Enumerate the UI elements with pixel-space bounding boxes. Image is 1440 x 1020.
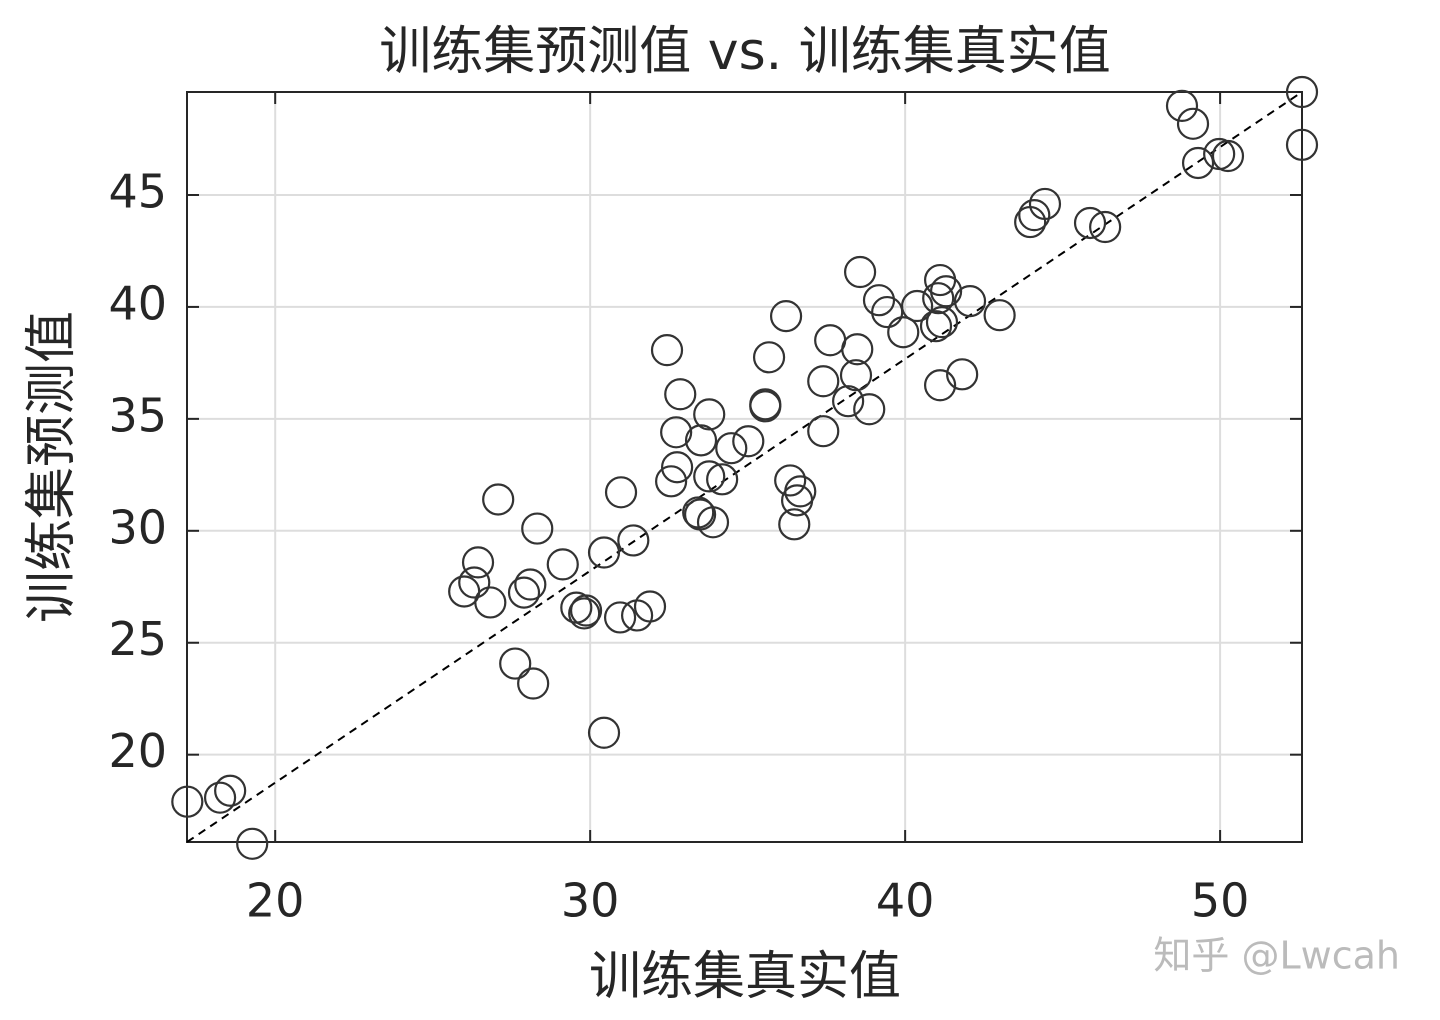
y-tick-label: 40	[108, 276, 167, 330]
y-tick-label: 35	[108, 388, 167, 442]
point	[660, 416, 693, 449]
point	[781, 484, 814, 517]
point	[1014, 205, 1047, 239]
x-tick-label: 20	[246, 874, 305, 928]
point	[901, 289, 934, 323]
point	[1176, 107, 1210, 140]
point	[832, 385, 865, 418]
y-axis-label: 训练集预测值	[22, 311, 82, 623]
point	[507, 576, 541, 609]
point	[922, 282, 955, 315]
point	[1285, 75, 1319, 109]
point	[693, 460, 726, 493]
point	[655, 465, 688, 498]
point	[620, 599, 654, 632]
point	[774, 464, 807, 497]
point	[693, 398, 726, 431]
y-tick-label: 25	[108, 612, 167, 666]
point	[853, 393, 886, 426]
point	[706, 463, 739, 496]
point	[461, 546, 495, 579]
point	[214, 774, 247, 807]
point	[517, 667, 550, 700]
point	[749, 388, 782, 421]
chart-title: 训练集预测值 vs. 训练集真实值	[379, 22, 1110, 82]
point	[769, 300, 803, 333]
point	[1165, 89, 1199, 122]
point	[843, 255, 877, 289]
point	[1073, 206, 1107, 240]
point	[1018, 199, 1051, 232]
x-tick-label: 30	[561, 874, 620, 928]
point	[807, 415, 840, 448]
point	[171, 785, 204, 818]
plot-frame	[186, 91, 1303, 843]
y-tick-label: 30	[108, 500, 167, 554]
point	[474, 586, 507, 619]
point	[1181, 146, 1215, 180]
point	[715, 432, 748, 465]
point	[603, 601, 637, 634]
point	[546, 548, 579, 581]
point	[807, 365, 840, 398]
point	[1089, 210, 1122, 244]
point	[499, 647, 532, 680]
point	[569, 594, 603, 627]
point	[839, 359, 873, 392]
point	[587, 716, 621, 749]
point	[514, 568, 547, 601]
point	[871, 295, 904, 329]
point	[650, 334, 684, 367]
point	[458, 566, 491, 599]
point	[482, 483, 515, 516]
point	[778, 508, 811, 541]
reference-line	[186, 91, 1303, 843]
point	[203, 781, 237, 814]
point	[617, 524, 650, 557]
point	[862, 284, 896, 317]
point	[236, 827, 269, 860]
point	[929, 275, 963, 308]
point	[887, 316, 920, 349]
point	[684, 424, 718, 457]
point	[664, 378, 697, 411]
point	[587, 536, 621, 569]
point	[732, 425, 765, 458]
point	[953, 285, 987, 318]
watermark: 知乎 @Lwcah	[1153, 934, 1400, 978]
point	[568, 597, 601, 630]
point	[696, 506, 730, 539]
y-tick-label: 20	[108, 724, 167, 778]
point	[560, 591, 593, 624]
point	[983, 299, 1016, 332]
x-axis-label: 训练集真实值	[589, 947, 901, 1007]
point	[1211, 139, 1245, 173]
point	[841, 333, 874, 366]
x-tick-label: 50	[1191, 874, 1250, 928]
point	[946, 358, 979, 391]
point	[752, 341, 786, 374]
point	[521, 512, 554, 545]
x-tick-label: 40	[876, 874, 935, 928]
point	[749, 390, 782, 423]
y-tick-label: 45	[108, 164, 167, 218]
point	[660, 451, 694, 484]
point	[923, 369, 957, 402]
point	[925, 306, 959, 339]
point	[919, 310, 953, 343]
point	[1285, 128, 1319, 161]
point	[814, 324, 847, 357]
point	[604, 476, 638, 509]
